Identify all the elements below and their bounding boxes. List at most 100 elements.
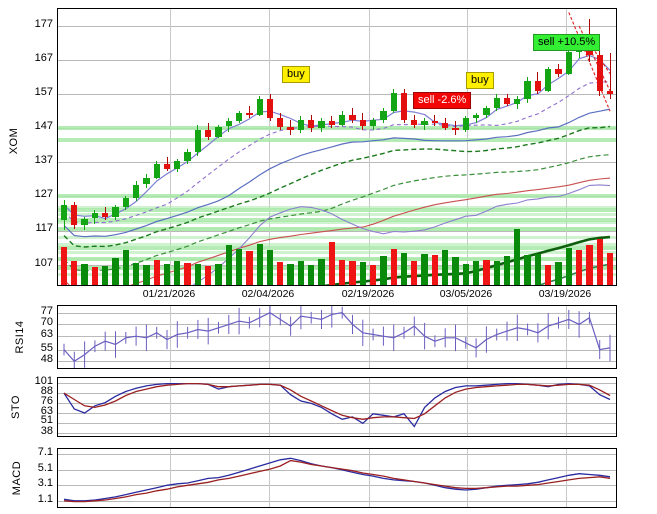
y-tick-label: 167 — [34, 52, 53, 65]
y-tick-label: 101 — [34, 374, 53, 387]
candlestick[interactable] — [514, 99, 521, 105]
y-tick-label: 127 — [34, 188, 53, 201]
candlestick[interactable] — [91, 213, 99, 219]
candlestick[interactable] — [462, 118, 469, 130]
candlestick[interactable] — [102, 213, 109, 217]
grid-line-horizontal — [58, 402, 616, 404]
volume-bar — [431, 255, 439, 285]
signal-label-buy-2[interactable]: buy — [466, 72, 494, 89]
support-band — [58, 205, 616, 209]
grid-line-vertical — [170, 9, 171, 285]
candlestick[interactable] — [452, 128, 459, 130]
volume-bar — [534, 254, 542, 285]
volume-bar — [184, 262, 191, 285]
candlestick[interactable] — [132, 184, 140, 199]
volume-bar — [81, 263, 88, 285]
candlestick[interactable] — [534, 80, 542, 91]
grid-line-vertical — [566, 306, 567, 368]
grid-line-horizontal — [58, 26, 616, 27]
candlestick[interactable] — [555, 68, 562, 74]
candle-wick — [166, 157, 168, 171]
candlestick[interactable] — [235, 112, 243, 122]
candlestick[interactable] — [205, 130, 212, 137]
x-tick-label: 03/05/2026 — [439, 288, 493, 300]
candlestick[interactable] — [297, 119, 305, 130]
candlestick[interactable] — [246, 112, 253, 115]
candlestick[interactable] — [184, 152, 191, 161]
candlestick[interactable] — [318, 121, 325, 129]
candlestick[interactable] — [112, 206, 119, 217]
candlestick[interactable] — [71, 204, 78, 226]
candlestick[interactable] — [194, 130, 202, 153]
volume-bar — [524, 255, 531, 285]
volume-bar — [215, 263, 222, 285]
candlestick[interactable] — [215, 126, 222, 137]
macd-plot-area[interactable] — [57, 448, 617, 508]
grid-line-horizontal — [58, 324, 616, 326]
grid-line-horizontal — [58, 500, 616, 502]
volume-bar — [235, 249, 243, 285]
volume-bar — [606, 253, 614, 285]
candlestick[interactable] — [400, 92, 408, 120]
grid-line-vertical — [170, 378, 171, 436]
candlestick[interactable] — [359, 119, 366, 127]
candlestick[interactable] — [493, 97, 500, 108]
support-band — [58, 258, 616, 262]
candlestick[interactable] — [369, 119, 377, 127]
grid-line-vertical — [467, 378, 468, 436]
candlestick[interactable] — [256, 99, 263, 115]
support-band — [58, 250, 616, 254]
candlestick[interactable] — [380, 111, 387, 120]
sto-plot-area[interactable] — [57, 377, 617, 437]
candlestick[interactable] — [421, 121, 428, 125]
candlestick[interactable] — [308, 119, 315, 129]
candle-wick — [248, 106, 250, 118]
grid-line-horizontal — [58, 382, 616, 384]
candlestick[interactable] — [153, 164, 160, 178]
signal-label-sell-2[interactable]: sell +10.5% — [533, 34, 601, 51]
grid-line-horizontal — [58, 94, 616, 96]
volume-bar — [122, 250, 129, 285]
volume-bar — [596, 238, 603, 285]
candlestick[interactable] — [339, 114, 346, 125]
candlestick[interactable] — [81, 218, 88, 226]
candlestick[interactable] — [606, 90, 614, 95]
signal-label-sell-1[interactable]: sell -2.6% — [413, 92, 472, 109]
candlestick[interactable] — [287, 126, 294, 130]
candlestick[interactable] — [143, 177, 150, 185]
volume-bar — [308, 264, 315, 285]
support-band — [58, 265, 616, 269]
candlestick[interactable] — [483, 107, 490, 115]
candlestick[interactable] — [411, 119, 418, 125]
candlestick[interactable] — [431, 121, 439, 124]
candlestick[interactable] — [524, 80, 531, 100]
volume-bar — [575, 250, 583, 285]
candlestick[interactable] — [163, 164, 171, 170]
signal-label-buy-1[interactable]: buy — [282, 66, 310, 83]
price-plot-area[interactable] — [57, 8, 617, 286]
candlestick[interactable] — [328, 121, 336, 125]
candlestick[interactable] — [503, 97, 511, 105]
volume-bar — [339, 259, 346, 285]
candlestick[interactable] — [174, 160, 181, 170]
rsi-overlay — [63, 306, 611, 368]
candlestick[interactable] — [225, 121, 232, 127]
candlestick[interactable] — [390, 92, 397, 112]
grid-line-vertical — [467, 449, 468, 507]
candlestick[interactable] — [349, 114, 356, 120]
candlestick[interactable] — [545, 68, 552, 91]
rsi-plot-area[interactable] — [57, 305, 617, 369]
candlestick[interactable] — [442, 123, 449, 129]
volume-bar — [349, 260, 356, 285]
ma-purple-wave — [192, 184, 611, 285]
candlestick[interactable] — [60, 204, 68, 221]
candlestick[interactable] — [565, 51, 572, 74]
candle-wick — [434, 114, 436, 127]
volume-bar — [194, 263, 202, 285]
volume-bar — [503, 256, 511, 285]
candlestick[interactable] — [266, 99, 274, 118]
candlestick[interactable] — [277, 118, 284, 127]
candlestick[interactable] — [596, 55, 603, 91]
candlestick[interactable] — [472, 114, 480, 118]
candlestick[interactable] — [122, 198, 129, 207]
